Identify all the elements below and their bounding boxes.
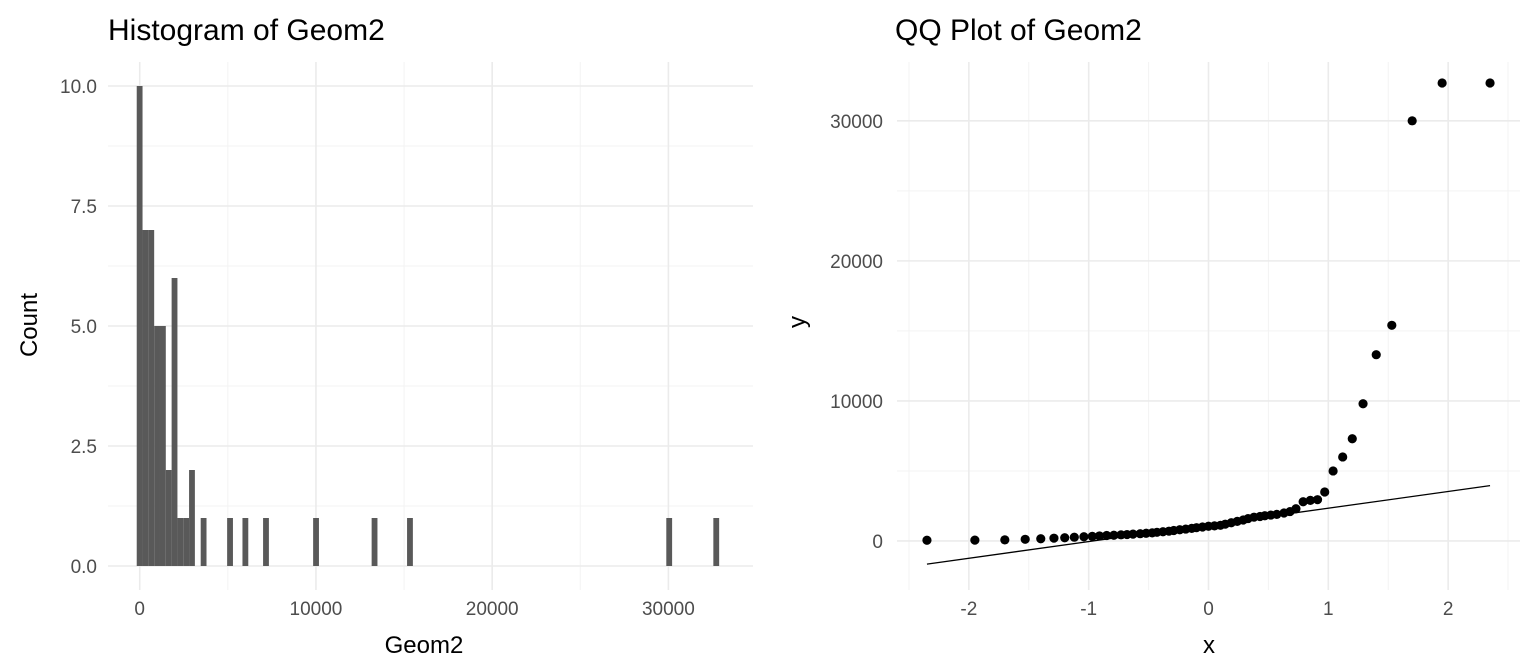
histogram-bar bbox=[227, 518, 233, 566]
qq-point bbox=[1305, 495, 1315, 505]
histogram-y-tick-label: 2.5 bbox=[71, 437, 97, 458]
qq-point bbox=[1437, 78, 1447, 88]
histogram-bar bbox=[200, 518, 207, 566]
histogram-bar bbox=[165, 470, 172, 566]
histogram-grid bbox=[108, 62, 753, 590]
histogram-x-axis-title: Geom2 bbox=[385, 632, 464, 659]
qq-y-tick-label: 0 bbox=[872, 532, 883, 553]
histogram-x-tick-labels: 0 10000 20000 30000 bbox=[134, 599, 694, 620]
histogram-y-tick-label: 7.5 bbox=[71, 197, 97, 218]
qq-y-tick-labels: 0 10000 20000 30000 bbox=[830, 112, 883, 553]
qq-point bbox=[1272, 509, 1282, 519]
histogram-x-tick-label: 20000 bbox=[466, 599, 519, 620]
histogram-bar bbox=[713, 518, 720, 566]
qq-point bbox=[1485, 78, 1495, 88]
qq-point bbox=[1049, 533, 1059, 543]
qq-y-axis-title: y bbox=[784, 316, 811, 328]
qq-point bbox=[1298, 497, 1308, 507]
histogram-y-tick-labels: 0.0 2.5 5.0 7.5 10.0 bbox=[60, 77, 97, 578]
qq-point bbox=[1087, 531, 1097, 541]
histogram-y-tick-label: 0.0 bbox=[71, 557, 97, 578]
qq-point bbox=[1358, 399, 1368, 409]
qq-point bbox=[1407, 116, 1417, 126]
qq-point bbox=[922, 535, 932, 545]
qq-y-tick-label: 30000 bbox=[830, 112, 883, 133]
histogram-bar bbox=[154, 326, 160, 566]
histogram-bar bbox=[159, 326, 166, 566]
qq-point bbox=[1036, 534, 1046, 544]
qq-point bbox=[1020, 534, 1030, 544]
histogram-bar bbox=[313, 518, 319, 566]
histogram-y-tick-label: 5.0 bbox=[71, 317, 97, 338]
qq-x-tick-label: 2 bbox=[1443, 599, 1454, 620]
histogram-panel: Histogram of Geom2 0 10000 20000 30000 0.0 2… bbox=[16, 14, 753, 659]
histogram-bar bbox=[171, 278, 178, 566]
qq-x-tick-label: -1 bbox=[1080, 599, 1097, 620]
qq-point bbox=[1102, 530, 1112, 541]
histogram-x-tick-label: 10000 bbox=[290, 599, 343, 620]
qq-x-axis-title: x bbox=[1203, 632, 1215, 659]
qq-x-tick-labels: -2 -1 0 1 2 bbox=[960, 599, 1453, 620]
histogram-title: Histogram of Geom2 bbox=[108, 14, 385, 47]
qq-point bbox=[1328, 466, 1338, 476]
histogram-y-tick-label: 10.0 bbox=[60, 77, 97, 98]
qq-point bbox=[1069, 532, 1079, 542]
histogram-bar bbox=[136, 86, 143, 566]
histogram-bar bbox=[371, 518, 378, 566]
qq-point bbox=[1109, 530, 1119, 540]
histogram-bar bbox=[189, 470, 195, 566]
qq-point bbox=[1312, 495, 1323, 505]
histogram-bar bbox=[242, 518, 249, 566]
histogram-bar bbox=[148, 230, 155, 566]
qq-point bbox=[1000, 535, 1010, 545]
qq-y-tick-label: 10000 bbox=[830, 392, 883, 413]
qq-plot-title: QQ Plot of Geom2 bbox=[895, 14, 1142, 47]
qq-point bbox=[1060, 533, 1070, 543]
histogram-bars bbox=[136, 86, 720, 566]
histogram-bar bbox=[263, 518, 269, 566]
histogram-bar bbox=[666, 518, 673, 566]
qq-point bbox=[1387, 320, 1397, 330]
histogram-bar bbox=[177, 518, 184, 566]
qq-point bbox=[1094, 531, 1105, 541]
histogram-y-axis-title: Count bbox=[16, 293, 43, 357]
qq-point bbox=[1128, 529, 1138, 539]
qq-point bbox=[1291, 504, 1301, 514]
qq-point bbox=[1371, 350, 1381, 360]
qq-point bbox=[1338, 452, 1348, 462]
qq-y-tick-label: 20000 bbox=[830, 252, 883, 273]
qq-x-tick-label: 1 bbox=[1323, 599, 1334, 620]
qq-points bbox=[922, 78, 1495, 545]
qq-x-tick-label: -2 bbox=[960, 599, 977, 620]
histogram-bar bbox=[407, 518, 413, 566]
qq-point bbox=[1320, 487, 1330, 497]
qq-point bbox=[970, 535, 980, 545]
qq-point bbox=[1079, 532, 1089, 542]
qq-plot-panel: QQ Plot of Geom2 -2 -1 0 1 2 0 10000 20000 3000… bbox=[784, 14, 1520, 659]
histogram-x-tick-label: 30000 bbox=[642, 599, 695, 620]
histogram-x-tick-label: 0 bbox=[134, 599, 145, 620]
qq-plot-grid bbox=[897, 62, 1520, 590]
histogram-bar bbox=[142, 230, 149, 566]
qq-x-tick-label: 0 bbox=[1203, 599, 1214, 620]
qq-point bbox=[1347, 434, 1357, 444]
histogram-bar bbox=[183, 518, 190, 566]
